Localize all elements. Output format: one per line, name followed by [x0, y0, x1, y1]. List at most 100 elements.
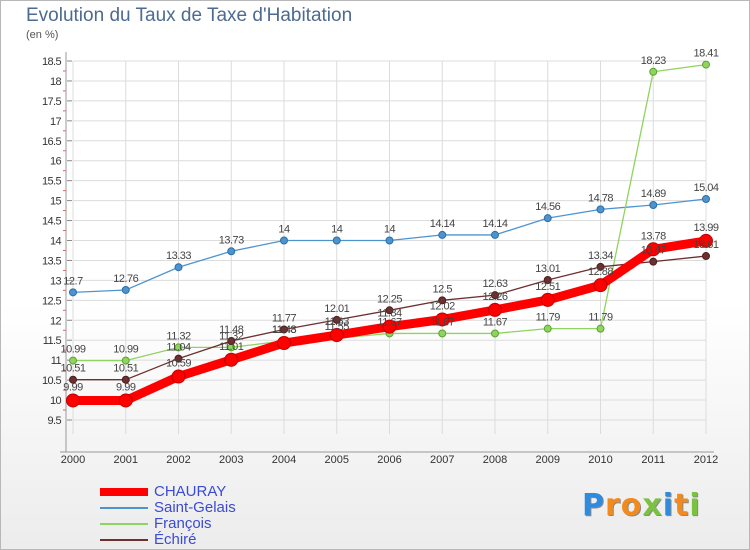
y-axis: 9.5 10 10.5 11 11.5 12 12.5 13 13.5 14 14.5 15 15.5 1…: [42, 52, 72, 452]
proxiti-logo: Proxiti: [582, 488, 701, 523]
data-label: 11.48: [219, 324, 244, 336]
data-point: [702, 195, 710, 204]
legend-label: Échiré: [154, 531, 197, 548]
data-point: [280, 325, 288, 334]
data-point: [382, 319, 397, 334]
data-label: 10.99: [113, 344, 138, 356]
data-point: [332, 315, 341, 324]
data-point: [702, 60, 710, 69]
data-point: [69, 356, 77, 365]
legend-item: Saint-Gelais: [100, 500, 340, 516]
data-point: [69, 288, 77, 297]
data-label: 12.26: [482, 291, 507, 303]
data-label: 13.47: [641, 245, 666, 257]
data-label: 12.88: [588, 266, 613, 278]
data-label: 11.67: [430, 316, 455, 328]
data-label: 13.01: [535, 263, 560, 275]
data-point: [174, 354, 183, 363]
data-point: [540, 292, 555, 307]
data-point: [329, 328, 344, 343]
data-point: [435, 312, 450, 327]
legend-item: CHAURAY: [100, 484, 340, 500]
data-label: 12.63: [482, 278, 507, 290]
x-tick-label: 2000: [61, 454, 85, 466]
data-label: 11.43: [272, 324, 297, 336]
data-point: [702, 252, 710, 261]
data-label: 14: [278, 224, 290, 236]
data-point: [280, 236, 288, 245]
y-tick-label: 11.5: [43, 335, 62, 347]
data-label: 10.99: [60, 344, 85, 356]
chart-subtitle: (en %): [26, 29, 59, 41]
data-label: 12.02: [430, 300, 455, 312]
data-point: [488, 302, 502, 317]
data-point: [646, 242, 661, 257]
data-label: 11.55: [325, 321, 350, 333]
data-point: [593, 278, 608, 293]
data-label: 12.76: [113, 273, 138, 285]
data-point: [224, 352, 239, 367]
data-label: 14.89: [641, 188, 666, 200]
x-tick-label: 2004: [272, 454, 296, 466]
y-tick-label: 14: [50, 236, 62, 248]
legend-label: Saint-Gelais: [154, 499, 236, 516]
data-point: [121, 285, 130, 294]
x-tick-label: 2008: [483, 454, 507, 466]
legend-item: François: [100, 516, 340, 532]
data-label: 13.73: [219, 234, 244, 246]
data-label: 11.63: [325, 316, 350, 328]
data-point: [174, 263, 183, 272]
y-tick-label: 11: [51, 355, 62, 367]
data-point: [649, 67, 658, 76]
legend: CHAURAY Saint-Gelais François Échiré: [100, 484, 340, 548]
data-label: 14.78: [588, 192, 613, 204]
y-tick-label: 17: [50, 116, 62, 128]
x-tick-label: 2010: [588, 454, 612, 466]
data-label: 12.25: [377, 293, 402, 305]
x-tick-label: 2003: [219, 454, 243, 466]
data-label: 14: [384, 224, 396, 236]
y-tick-label: 10: [50, 395, 62, 407]
legend-swatch: [100, 539, 148, 541]
data-point: [438, 329, 447, 338]
series-points: [66, 60, 713, 408]
logo-letter: i: [662, 488, 675, 523]
x-tick-label: 2012: [694, 454, 718, 466]
data-label: 12.5: [433, 283, 453, 295]
legend-swatch: [100, 507, 148, 509]
data-label: 11.32: [166, 330, 191, 342]
data-point: [385, 306, 394, 315]
grid: [72, 60, 707, 434]
data-point: [649, 257, 658, 266]
y-tick-label: 12: [50, 315, 62, 327]
data-point: [438, 230, 447, 239]
data-label: 10.59: [166, 358, 191, 370]
data-label: 14.56: [535, 201, 560, 213]
data-label: 10.51: [60, 363, 85, 375]
data-label: 15.04: [693, 182, 718, 194]
y-tick-label: 9.5: [48, 415, 62, 427]
y-tick-label: 12.5: [42, 295, 61, 307]
x-tick-label: 2009: [536, 454, 560, 466]
data-label: 11.79: [536, 312, 561, 324]
data-point: [66, 393, 80, 408]
y-tick-label: 15: [50, 196, 62, 208]
data-point: [699, 233, 713, 248]
data-label: 13.99: [693, 222, 718, 234]
x-tick-label: 2011: [641, 454, 665, 466]
data-label: 18.23: [641, 55, 666, 67]
data-label: 12.7: [63, 275, 83, 287]
chart-title: Evolution du Taux de Taxe d'Habitation: [26, 5, 353, 26]
x-tick-label: 2001: [114, 454, 138, 466]
data-point: [543, 214, 552, 223]
data-label: 9.99: [116, 381, 136, 393]
data-labels: 12.7 12.76 13.33 13.73 14 14 14 14.14 14.14 14.56…: [60, 48, 719, 394]
y-tick-label: 16.5: [42, 136, 61, 148]
data-point: [121, 356, 130, 365]
data-point: [543, 324, 552, 333]
data-label: 18.41: [693, 48, 718, 60]
legend-swatch: [100, 488, 148, 496]
x-tick-label: 2002: [166, 454, 190, 466]
data-point: [174, 343, 183, 352]
